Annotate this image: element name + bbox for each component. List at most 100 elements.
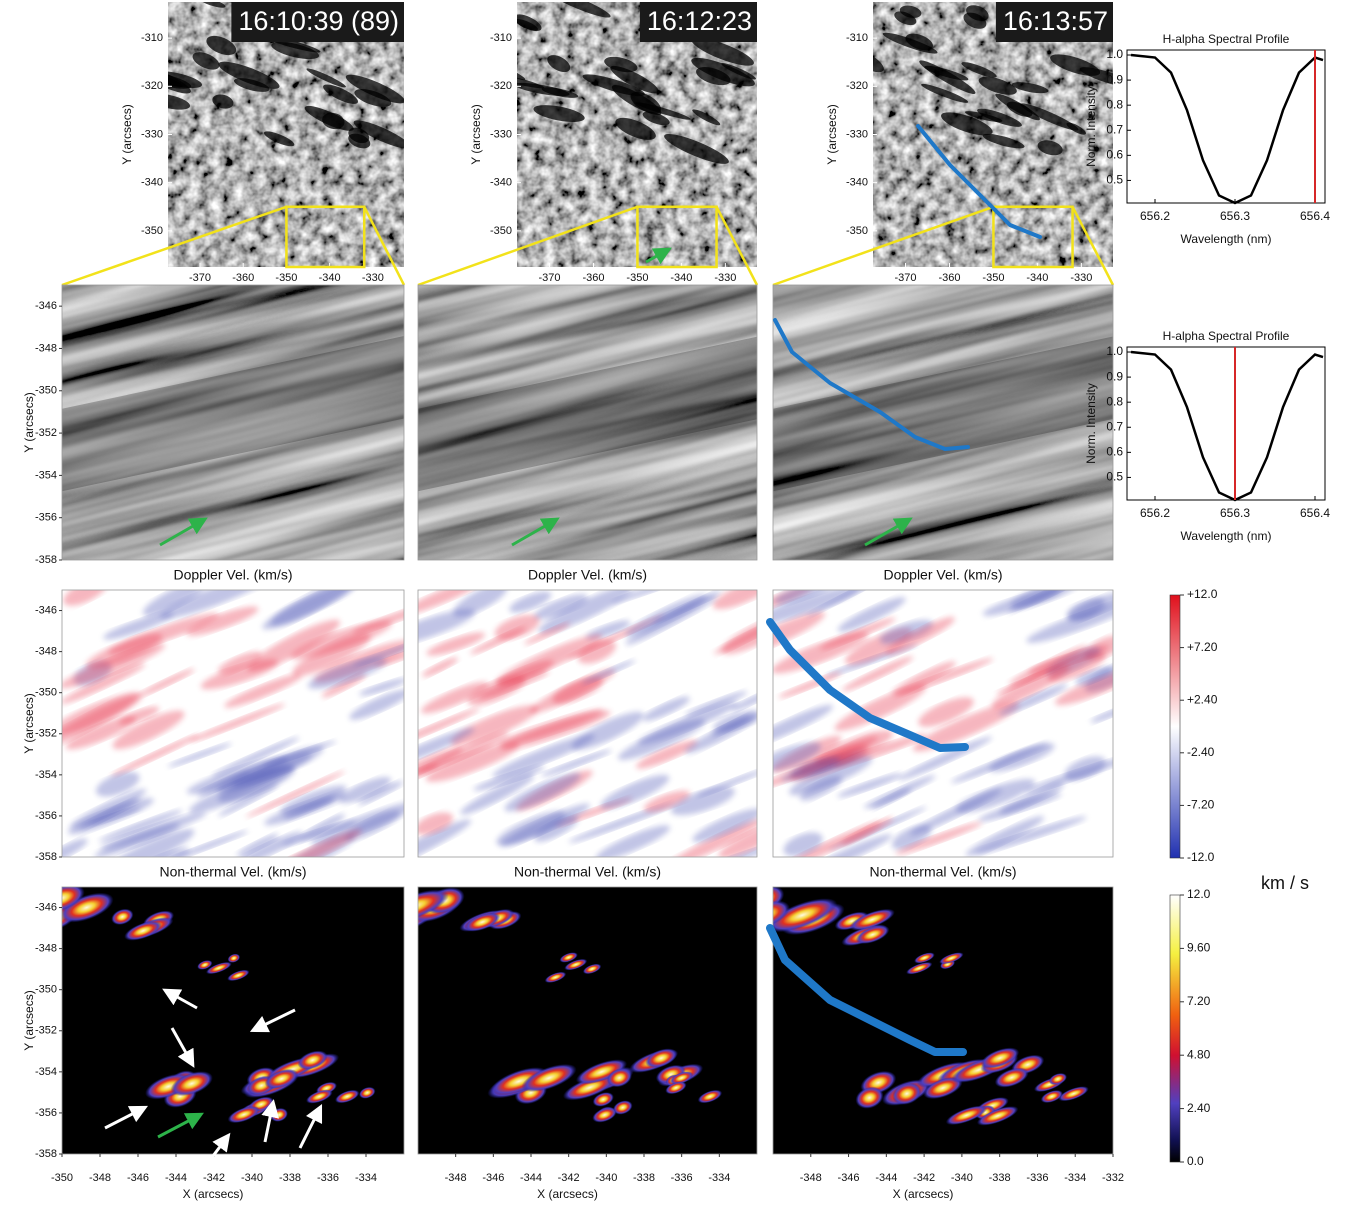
velocity-streak [245,771,345,818]
velocity-streak [138,668,195,697]
heating-blob [855,1086,884,1109]
y-tick-label: 0.7 [1106,122,1123,136]
x-tick-label: -346 [838,1172,860,1184]
x-tick-label: 656.4 [1300,209,1330,223]
profile-line [1130,350,1324,502]
heating-blob [697,1089,723,1104]
y-tick-label: -348 [35,943,57,955]
x-tick-label: -334 [355,1172,377,1184]
x-tick-label: -342 [558,1172,580,1184]
y-tick-label: 0.9 [1106,369,1123,383]
velocity-streak [955,779,1036,813]
velocity-streak [186,606,259,636]
velocity-streak [264,792,347,826]
heating-blob [834,911,869,931]
velocity-streak [577,640,617,664]
velocity-streak [500,710,611,750]
velocity-streak [666,818,757,857]
x-tick-label: 656.4 [1300,506,1330,520]
dark-fibril [882,32,938,54]
velocity-streak [188,703,286,742]
heating-blob [914,952,935,964]
y-tick-label: -340 [490,177,512,189]
y-tick-label: -346 [35,901,57,913]
zoom-line [715,206,759,286]
colorbar-label: 4.80 [1187,1047,1211,1061]
y-tick-label: -356 [35,512,57,524]
arrow [162,988,198,1010]
velocity-streak [834,684,927,731]
panel-frame [417,886,758,1155]
arrow [261,1099,280,1143]
x-tick-label: -334 [708,1172,730,1184]
velocity-streak [891,661,956,695]
velocity-streak [96,771,140,797]
x-axis-label: X (arcsecs) [183,1187,244,1201]
x-tick-label: -344 [875,1172,897,1184]
zoom-line [417,205,638,287]
heating-blob [592,1092,614,1107]
colorbar-label: 7.20 [1187,994,1211,1008]
fibrils [418,285,757,560]
velocity-streak [895,822,982,855]
velocity-streak [477,670,550,699]
dark-fibril [610,65,659,94]
timestamp-box [231,2,404,42]
panel-title: Non-thermal Vel. (km/s) [869,864,1016,880]
velocity-streak [837,773,903,798]
plot-frame [1126,49,1326,204]
velocity-streak [1047,651,1106,682]
x-tick-label: -360 [232,272,254,284]
heating-blob [227,969,250,982]
x-tick-label: -344 [520,1172,542,1184]
velocity-streak [62,643,166,689]
heating-blob [575,1059,628,1085]
dark-fibril [966,5,989,21]
heating-blob [582,963,602,975]
velocity-streak [349,689,404,720]
y-tick-label: -352 [35,728,57,740]
shade [773,336,1113,492]
velocity-streak [1055,668,1113,706]
dark-fibril [206,35,237,56]
colorbar-label: 0.0 [1187,1154,1204,1168]
loop-trace [916,124,1042,239]
velocity-streak [965,816,1045,857]
velocity-streak [509,591,552,613]
velocity-streak [282,820,357,846]
velocity-streak [1067,592,1113,621]
velocity-streak [534,815,579,842]
velocity-streak [217,651,262,674]
dark-fibril [304,105,354,131]
dark-fibril [168,71,203,89]
velocity-streak [100,812,207,850]
heating-blob [464,912,501,932]
velocity-streak [534,594,588,620]
velocity-streak [460,774,535,815]
x-tick-label: -342 [203,1172,225,1184]
x-tick-label: -370 [539,272,561,284]
heating-blob [335,1089,360,1104]
velocity-streak [840,817,894,846]
y-tick-label: -346 [35,300,57,312]
velocity-streak [494,614,540,640]
dark-fibril [630,91,662,114]
heating-blob [606,1068,632,1088]
y-tick-label: 0.8 [1106,394,1123,408]
x-tick-label: 656.2 [1140,506,1170,520]
heating-blob [994,1067,1029,1088]
arrow [170,1027,195,1068]
heating-blob [906,962,933,975]
zoom-box [285,205,366,269]
panel-title: Non-thermal Vel. (km/s) [514,864,661,880]
y-tick-label: -310 [846,32,868,44]
dark-fibril [982,133,1025,149]
heating-blob [559,952,578,963]
panel-image [418,285,757,560]
velocity-streak [236,834,279,857]
x-tick-label: -350 [275,272,297,284]
colorbar-label: 9.60 [1187,941,1211,955]
panel-frame [772,886,1114,1155]
y-tick-label: -352 [35,427,57,439]
x-tick-label: 656.3 [1220,506,1250,520]
